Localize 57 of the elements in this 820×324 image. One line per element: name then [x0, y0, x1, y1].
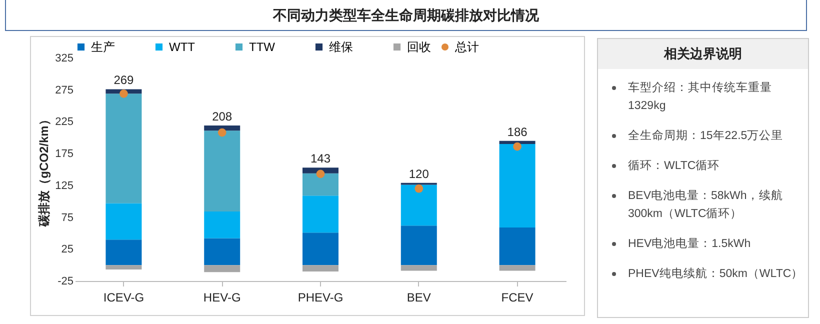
bar: [204, 212, 240, 238]
bar: [204, 265, 240, 272]
text: 循环：WLTC循环: [628, 160, 720, 172]
y-axis-title: 碳排放（gCO2/km）: [37, 114, 52, 228]
legend-label: TTW: [249, 40, 276, 54]
bar: [302, 265, 338, 272]
point: [513, 142, 522, 151]
legend-label: 回收: [407, 40, 431, 54]
bar: [499, 227, 536, 266]
x-tick-label: PHEV-G: [298, 290, 344, 304]
x-tick-label: FCEV: [501, 290, 534, 304]
bar: [400, 184, 437, 226]
text: 相关边界说明: [598, 39, 808, 69]
text: BEV电池电量：58kWh，续航300km（WLTC循环）: [628, 190, 783, 220]
text: HEV电池电量：1.5kWh: [628, 238, 751, 250]
bar: [106, 240, 142, 266]
y-tick-label: -25: [58, 276, 74, 288]
total-label: 120: [408, 166, 430, 181]
x-tick-label: ICEV-G: [103, 290, 144, 304]
bar: [204, 130, 240, 212]
bar: [204, 126, 240, 131]
text: 车型介绍：其中传统车重量1329kg: [628, 82, 772, 112]
bar: [302, 173, 338, 196]
text: PHEV纯电续航：50km（WLTC）: [628, 268, 804, 280]
total-label: 143: [310, 152, 331, 166]
y-tick-label: 125: [55, 180, 74, 192]
x-tick-label: HEV-G: [203, 290, 241, 304]
y-tick-label: 325: [55, 52, 74, 64]
bar: [400, 265, 437, 271]
y-tick-label: 175: [55, 148, 74, 160]
point: [316, 170, 325, 178]
y-tick-label: 75: [61, 212, 74, 224]
legend-label: 总计: [454, 40, 479, 54]
point: [218, 128, 226, 137]
legend-label: 维保: [329, 40, 353, 54]
text: 全生命周期：15年22.5万公里: [628, 130, 784, 142]
bar: [302, 232, 338, 266]
y-tick-label: 225: [55, 116, 74, 128]
y-tick-label: 275: [55, 84, 74, 96]
bar: [400, 226, 437, 266]
bar: [499, 265, 536, 271]
bar: [106, 94, 142, 204]
bar: [204, 238, 240, 266]
point: [120, 90, 128, 98]
legend-label: 生产: [91, 40, 115, 54]
total-label: 186: [507, 124, 528, 139]
total-label: 208: [212, 110, 232, 124]
chart-title: 不同动力类型车全生命周期碳排放对比情况: [5, 0, 807, 31]
y-tick-label: 25: [61, 244, 74, 256]
legend-label: WTT: [169, 40, 196, 54]
bar: [499, 144, 536, 228]
x-tick-label: BEV: [406, 290, 431, 304]
bar: [302, 196, 338, 233]
bar: [106, 203, 142, 240]
bar: [106, 265, 142, 270]
total-label: 269: [114, 73, 134, 88]
point: [414, 184, 424, 193]
